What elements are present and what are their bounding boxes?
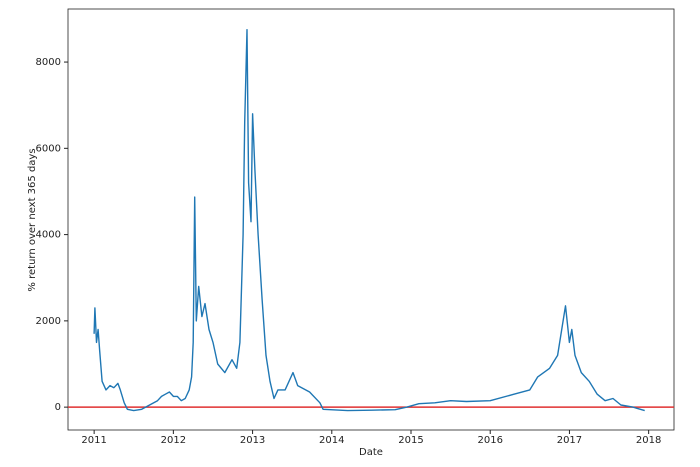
y-tick-label: 8000 (36, 57, 61, 68)
y-tick-label: 2000 (36, 316, 61, 327)
x-tick-label: 2017 (557, 435, 582, 446)
x-tick-label: 2012 (161, 435, 186, 446)
x-tick-label: 2015 (398, 435, 423, 446)
x-tick-label: 2014 (319, 435, 344, 446)
y-axis-label: % return over next 365 days (27, 148, 38, 291)
y-tick-label: 0 (55, 402, 61, 413)
x-tick-label: 2018 (636, 435, 661, 446)
x-axis-label: Date (359, 447, 383, 458)
plot-frame (67, 8, 675, 431)
data-line (93, 29, 645, 412)
x-tick-label: 2011 (81, 435, 106, 446)
y-tick-label: 4000 (36, 230, 61, 241)
x-tick-label: 2016 (477, 435, 502, 446)
x-tick-label: 2013 (240, 435, 265, 446)
y-tick-label: 6000 (36, 143, 61, 154)
